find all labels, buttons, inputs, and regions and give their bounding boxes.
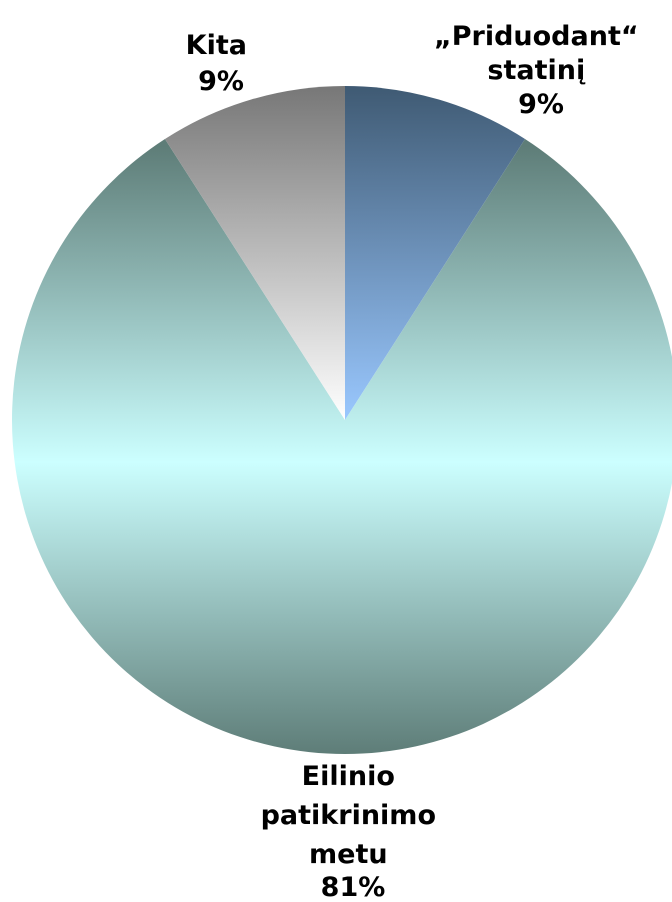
slice-label-2-percent: 9% <box>198 66 244 97</box>
slice-label-1-percent: 81% <box>321 872 386 902</box>
slice-label-priduodant-statini: „Priduodant“ statinį 9% <box>434 21 648 120</box>
pie-slices <box>12 86 672 754</box>
slice-label-eilinio-patikrinimo-metu: Eilinio patikrinimo metu 81% <box>261 761 446 902</box>
pie-slice-kita <box>164 86 345 420</box>
slice-label-kita: Kita 9% <box>186 30 257 97</box>
pie-slice-priduodant-statini <box>345 86 526 420</box>
slice-label-2-line-0: Kita <box>186 30 247 61</box>
slice-label-0-percent: 9% <box>518 89 564 120</box>
slice-label-0-line-1: statinį <box>487 55 586 86</box>
slice-label-1-line-2: metu <box>309 839 388 870</box>
slice-label-1-line-1: patikrinimo <box>261 800 436 831</box>
slice-label-1-line-0: Eilinio <box>302 761 395 792</box>
pie-slice-eilinio-patikrinimo-metu <box>12 139 672 754</box>
slice-label-0-line-0: „Priduodant“ <box>434 21 639 52</box>
